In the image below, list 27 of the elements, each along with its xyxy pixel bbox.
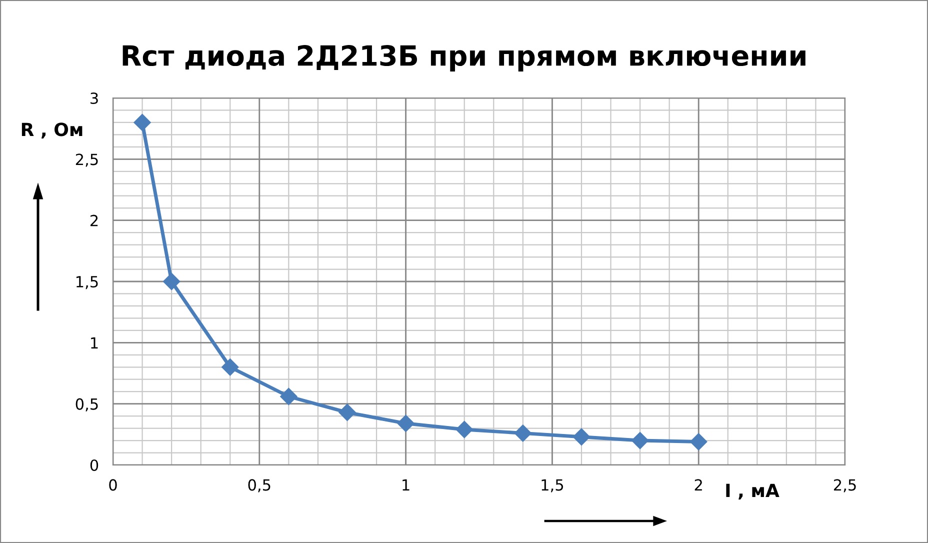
chart-title: Rст диода 2Д213Б при прямом включении bbox=[122, 45, 806, 72]
y-tick-label: 2,5 bbox=[76, 154, 98, 167]
point bbox=[514, 424, 532, 442]
y-tick-label: 3 bbox=[90, 92, 98, 104]
point bbox=[280, 388, 298, 406]
x-tick-label: 0,5 bbox=[248, 479, 270, 492]
point bbox=[631, 432, 649, 450]
point bbox=[572, 428, 590, 446]
x-tick-label: 2 bbox=[694, 479, 702, 490]
point bbox=[397, 414, 414, 432]
point bbox=[456, 420, 473, 438]
point bbox=[163, 272, 180, 290]
y-tick-label: 1 bbox=[91, 337, 98, 348]
y-axis-title: R , Ом bbox=[22, 122, 82, 139]
x-tick-label: 0 bbox=[109, 479, 117, 491]
x-tick-label: 1,5 bbox=[542, 479, 564, 492]
point bbox=[222, 358, 239, 376]
y-tick-label: 1,5 bbox=[76, 276, 98, 290]
x-tick-label: 1 bbox=[402, 479, 410, 490]
x-tick-label: 2,5 bbox=[834, 479, 856, 492]
point bbox=[690, 433, 708, 450]
x-axis-title: I , мА bbox=[726, 484, 780, 500]
y-tick-label: 0,5 bbox=[76, 398, 98, 412]
point bbox=[338, 404, 356, 421]
point bbox=[134, 114, 151, 132]
y-tick-label: 2 bbox=[90, 214, 98, 226]
y-tick-label: 0 bbox=[90, 459, 98, 472]
